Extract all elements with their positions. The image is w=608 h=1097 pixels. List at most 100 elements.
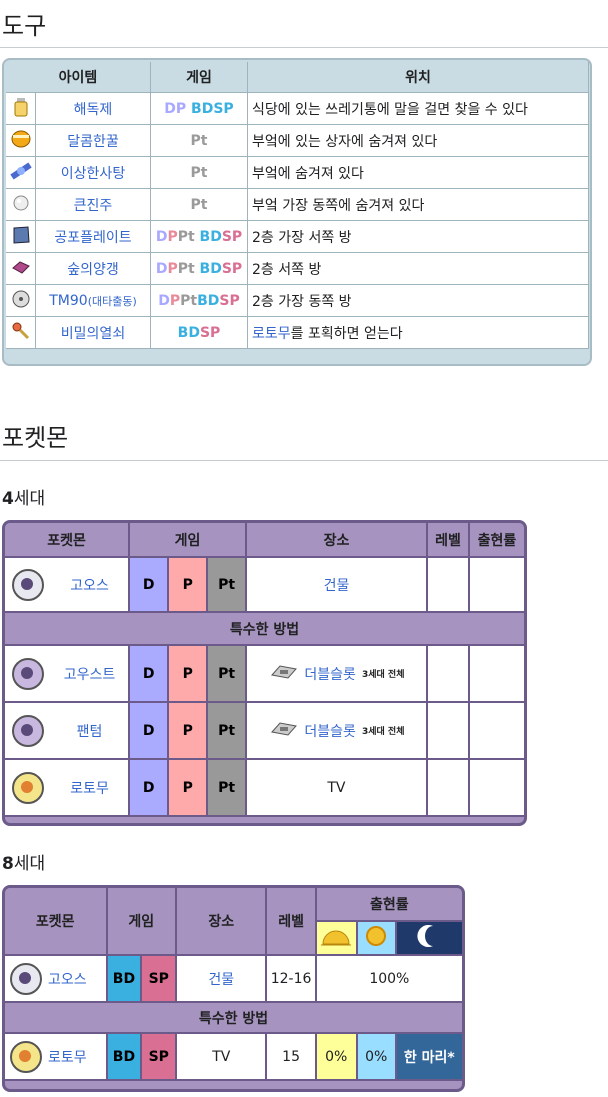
gen4-encounter-table: 포켓몬 게임 장소 레벨 출현률 고오스 D P Pt 건물 특수한 방법 고우스트 D P Pt… — [2, 520, 527, 826]
pokemon-link[interactable]: 고오스 — [48, 971, 87, 988]
item-link[interactable]: 숲의양갱 — [67, 261, 119, 278]
col-pokemon: 포켓몬 — [5, 888, 108, 956]
table-row: 고우스트 D P Pt 더블슬롯 3세대 전체 — [5, 646, 524, 703]
location-link[interactable]: 건물 — [323, 577, 350, 594]
item-link[interactable]: TM90 — [49, 292, 88, 309]
rate-cell — [470, 558, 524, 613]
game-versions: Pt — [151, 157, 248, 189]
item-link[interactable]: 달콤한꿀 — [67, 133, 119, 150]
location-cell: 더블슬롯 3세대 전체 — [246, 703, 428, 760]
rate-cell: 100% — [316, 956, 462, 1003]
table-row: 팬텀 D P Pt 더블슬롯 3세대 전체 — [5, 703, 524, 760]
honey-icon — [10, 130, 32, 153]
game-p: P — [169, 703, 209, 760]
item-link[interactable]: 비밀의열쇠 — [60, 325, 126, 342]
game-pt: Pt — [208, 646, 247, 703]
items-row: 숲의양갱 DPPt BDSP 2층 서쪽 방 — [6, 253, 589, 285]
game-versions: DPPt BDSP — [151, 253, 248, 285]
level-cell — [427, 703, 470, 760]
haunter-icon — [12, 657, 44, 690]
table-row: 로토무 BD SP TV 15 0% 0% 한 마리* — [5, 1034, 462, 1081]
location-cell: TV — [246, 760, 428, 817]
level-cell: 15 — [267, 1034, 317, 1081]
candy-icon — [9, 162, 32, 185]
item-link[interactable]: 공포플레이트 — [54, 229, 132, 246]
game-p: P — [169, 558, 209, 613]
gen8-heading: 8세대 — [2, 854, 46, 874]
item-link[interactable]: 해독제 — [73, 101, 113, 118]
rate-cell — [470, 646, 524, 703]
col-location: 위치 — [248, 62, 589, 93]
day-icon — [357, 922, 397, 956]
items-row: 해독제 DP BDSP 식당에 있는 쓰레기통에 말을 걸면 찾을 수 있다 — [6, 93, 589, 125]
col-level: 레벨 — [427, 523, 470, 558]
game-versions: BDSP — [151, 317, 248, 349]
col-location: 장소 — [246, 523, 428, 558]
special-method-label: 특수한 방법 — [5, 613, 524, 646]
item-link[interactable]: 이상한사탕 — [60, 165, 126, 182]
rate-day: 0% — [357, 1034, 397, 1081]
game-versions: Pt — [151, 125, 248, 157]
pokemon-link[interactable]: 고오스 — [70, 577, 109, 594]
location-link[interactable]: 로토무 — [252, 325, 291, 342]
level-cell — [427, 646, 470, 703]
mulch-icon — [10, 260, 32, 280]
items-row: 달콤한꿀 Pt 부엌에 있는 상자에 숨겨져 있다 — [6, 125, 589, 157]
items-row: 비밀의열쇠 BDSP 로토무를 포획하면 얻는다 — [6, 317, 589, 349]
game-d: D — [130, 558, 170, 613]
items-row: TM90(대타출동) DPPtBDSP 2층 가장 동쪽 방 — [6, 285, 589, 317]
pokemon-link[interactable]: 로토무 — [48, 1049, 87, 1066]
gen8-encounter-table: 포켓몬 게임 장소 레벨 출현률 고오스 BD SP 건물 12-16 100% 특수한 방… — [2, 885, 465, 1092]
location-cell: 더블슬롯 3세대 전체 — [246, 646, 428, 703]
item-location: 식당에 있는 쓰레기통에 말을 걸면 찾을 수 있다 — [248, 93, 589, 125]
col-item: 아이템 — [6, 62, 151, 93]
items-row: 큰진주 Pt 부엌 가장 동쪽에 숨겨져 있다 — [6, 189, 589, 221]
gengar-icon — [12, 714, 44, 747]
item-location: 부엌에 있는 상자에 숨겨져 있다 — [248, 125, 589, 157]
item-location: 2층 서쪽 방 — [248, 253, 589, 285]
location-text: TV — [327, 779, 346, 796]
location-cell: 건물 — [246, 558, 428, 613]
location-cell[interactable]: 건물 — [177, 956, 268, 1003]
items-row: 이상한사탕 Pt 부엌에 숨겨져 있다 — [6, 157, 589, 189]
table-row: 고오스 D P Pt 건물 — [5, 558, 524, 613]
pokemon-link[interactable]: 팬텀 — [76, 723, 103, 740]
items-heading: 도구 — [0, 6, 608, 48]
game-pt: Pt — [208, 760, 247, 817]
rotom-icon — [10, 1040, 42, 1073]
col-game: 게임 — [107, 888, 178, 956]
key-icon — [10, 322, 32, 346]
item-link[interactable]: 큰진주 — [73, 197, 113, 214]
game-d: D — [130, 760, 170, 817]
game-bd: BD — [107, 1034, 143, 1081]
pokemon-link[interactable]: 로토무 — [70, 780, 109, 797]
pokemon-link[interactable]: 고우스트 — [63, 666, 116, 683]
col-pokemon: 포켓몬 — [5, 523, 131, 558]
level-cell — [427, 558, 470, 613]
game-pt: Pt — [208, 558, 247, 613]
cartridge-icon — [268, 663, 298, 685]
game-versions: DPPt BDSP — [151, 221, 248, 253]
game-d: D — [130, 703, 170, 760]
game-sp: SP — [142, 956, 178, 1003]
item-location: 2층 가장 동쪽 방 — [248, 285, 589, 317]
plate-icon — [10, 225, 32, 250]
location-link[interactable]: 더블슬롯 — [304, 666, 356, 683]
item-location: 부엌 가장 동쪽에 숨겨져 있다 — [248, 189, 589, 221]
rate-night: 한 마리* — [396, 1034, 462, 1081]
location-link[interactable]: 더블슬롯 — [304, 723, 356, 740]
special-method-label: 특수한 방법 — [5, 1003, 462, 1034]
game-p: P — [169, 760, 209, 817]
col-rate: 출현률 — [470, 523, 524, 558]
col-location: 장소 — [177, 888, 268, 956]
game-p: P — [169, 646, 209, 703]
game-versions: DP BDSP — [151, 93, 248, 125]
morning-icon — [316, 922, 358, 956]
night-icon — [396, 922, 462, 956]
rate-cell — [470, 703, 524, 760]
rate-morning: 0% — [316, 1034, 358, 1081]
potion-icon — [12, 97, 30, 122]
gastly-icon — [12, 568, 44, 601]
items-row: 공포플레이트 DPPt BDSP 2층 가장 서쪽 방 — [6, 221, 589, 253]
col-level: 레벨 — [267, 888, 317, 956]
